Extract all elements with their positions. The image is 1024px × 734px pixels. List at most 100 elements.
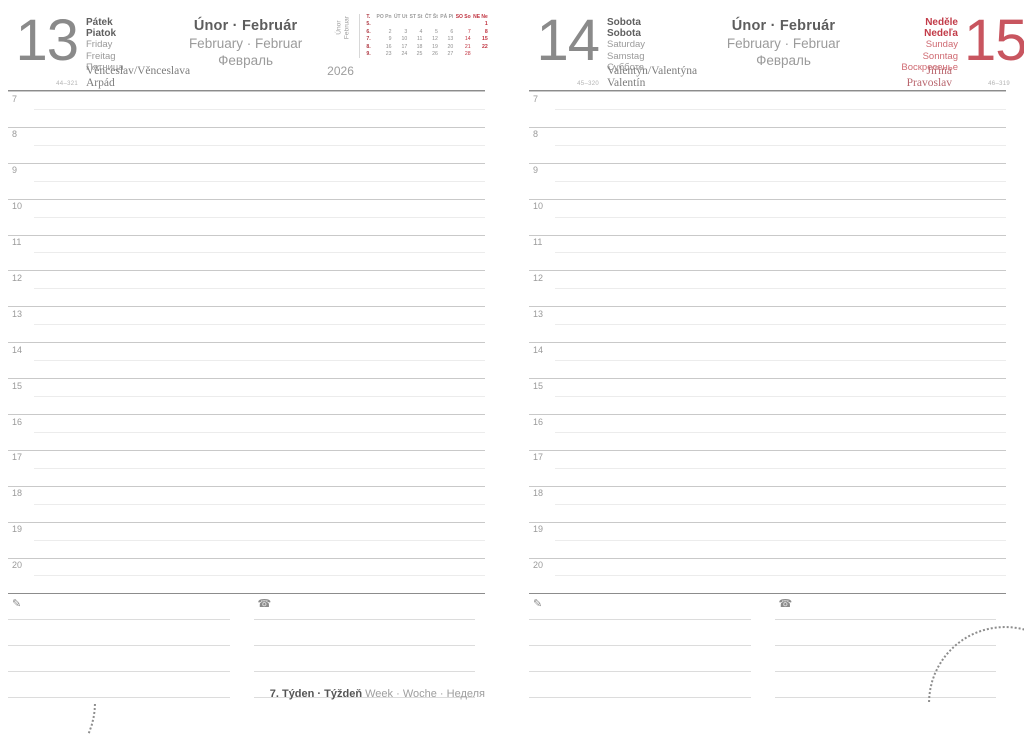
- mini-calendar-header-row: T. PO Pn ÚT Ut ST St ČT Št PÁ Pi SO So NE Ne: [365, 14, 489, 21]
- notes-cell-left[interactable]: [529, 620, 761, 647]
- hour-row[interactable]: 13: [529, 306, 1006, 342]
- hour-row[interactable]: 17: [529, 449, 1006, 486]
- hour-row[interactable]: 11: [529, 234, 1006, 271]
- notes-cell-left[interactable]: [529, 672, 761, 699]
- notes-cell-left[interactable]: ✎: [8, 594, 240, 621]
- hour-label: 9: [12, 165, 18, 176]
- notes-row[interactable]: ✎ ☎: [8, 594, 486, 621]
- hour-line: [8, 414, 485, 416]
- day-number-15: 15: [964, 8, 1024, 73]
- half-hour-line: [34, 575, 485, 577]
- hour-row[interactable]: 17: [8, 449, 485, 486]
- hour-row[interactable]: 9: [8, 162, 485, 199]
- week-label-cs: Týden: [281, 688, 315, 700]
- hour-line: [529, 414, 1006, 416]
- notes-cell-right[interactable]: ☎: [774, 594, 1007, 621]
- hour-line: [529, 234, 1006, 236]
- hour-row[interactable]: 12: [8, 270, 485, 306]
- hour-row[interactable]: 9: [529, 162, 1006, 199]
- notes-cell-left[interactable]: [8, 672, 240, 699]
- notes-cell-right[interactable]: [774, 620, 1007, 647]
- notes-row[interactable]: [529, 620, 1007, 647]
- hour-line: [8, 198, 485, 200]
- notes-block-weekend: ✎ ☎: [529, 593, 1007, 699]
- notes-row[interactable]: [8, 646, 486, 673]
- mini-calendar-day: 20: [447, 43, 454, 50]
- notes-line: [8, 697, 230, 699]
- hour-label: 17: [533, 452, 544, 463]
- nameday-line-2: Valentín: [607, 77, 646, 90]
- notes-row[interactable]: [529, 646, 1007, 673]
- mini-calendar-day: 27: [447, 51, 454, 58]
- dayname-en: Friday: [86, 39, 113, 51]
- hour-line: [8, 234, 485, 236]
- mini-calendar-day: 21: [464, 43, 471, 50]
- left-page: 13 Pátek Piatok Friday Freitag Пятница Ú…: [0, 0, 503, 734]
- hour-label: 7: [533, 93, 539, 104]
- hour-row[interactable]: 8: [529, 126, 1006, 163]
- hour-row[interactable]: 15: [529, 378, 1006, 414]
- dayname-ru: Пятница: [86, 61, 124, 73]
- notes-row[interactable]: [8, 620, 486, 647]
- notes-cell-right[interactable]: [253, 646, 486, 673]
- hour-row[interactable]: 16: [529, 414, 1006, 450]
- mini-calendar-week-number: 9.: [366, 51, 371, 58]
- hour-row[interactable]: 8: [8, 126, 485, 163]
- notes-cell-left[interactable]: ✎: [529, 594, 761, 621]
- hour-row[interactable]: 7: [529, 91, 1006, 127]
- hour-row[interactable]: 10: [8, 198, 485, 235]
- hour-row[interactable]: 16: [8, 414, 485, 450]
- notes-cell-right[interactable]: [253, 672, 486, 699]
- mini-calendar-weekday-1: PO Pn: [376, 14, 392, 20]
- hour-row[interactable]: 18: [529, 485, 1006, 522]
- hour-label: 18: [533, 488, 544, 499]
- notes-cell-right[interactable]: [253, 620, 486, 647]
- page-corner-perforation-left: [0, 594, 128, 734]
- hour-line: [529, 449, 1006, 451]
- notes-cell-left[interactable]: [529, 646, 761, 673]
- day-number-14: 14: [536, 8, 600, 73]
- hour-row[interactable]: 19: [529, 521, 1006, 558]
- mini-calendar-day: 23: [385, 51, 392, 58]
- notes-cell-left[interactable]: [8, 646, 240, 673]
- notes-row[interactable]: ✎ ☎: [529, 594, 1007, 621]
- hour-line: [529, 198, 1006, 200]
- hour-label: 11: [12, 237, 22, 248]
- hour-row[interactable]: 12: [529, 270, 1006, 306]
- mini-calendar-day: [439, 21, 454, 28]
- mini-calendar-weekday-4: ČT Št: [424, 14, 438, 20]
- mini-calendar-day: 2: [388, 28, 392, 35]
- notes-cell-right[interactable]: [774, 672, 1007, 699]
- hour-line: [8, 306, 485, 308]
- hour-label: 11: [533, 237, 543, 248]
- hour-row[interactable]: 14: [8, 342, 485, 378]
- hour-row[interactable]: 14: [529, 342, 1006, 378]
- half-hour-line: [34, 539, 485, 541]
- hour-row[interactable]: 7: [8, 91, 485, 127]
- notes-cell-left[interactable]: [8, 620, 240, 647]
- hour-label: 8: [12, 129, 18, 140]
- month-title: Únor · Február February · Februar Феврал…: [164, 14, 327, 69]
- hour-line: [8, 270, 485, 272]
- mini-calendar-grid: T. PO Pn ÚT Ut ST St ČT Št PÁ Pi SO So NE Ne 5.…: [359, 14, 489, 59]
- hour-row[interactable]: 19: [8, 521, 485, 558]
- notes-line: [529, 645, 751, 647]
- hour-row[interactable]: 10: [529, 198, 1006, 235]
- hour-row[interactable]: 20: [529, 557, 1006, 594]
- notes-row[interactable]: [8, 672, 486, 699]
- notes-row[interactable]: [529, 672, 1007, 699]
- notes-cell-right[interactable]: ☎: [253, 594, 486, 621]
- hour-row[interactable]: 15: [8, 378, 485, 414]
- hour-label: 13: [533, 308, 544, 319]
- hour-row[interactable]: 13: [8, 306, 485, 342]
- hour-row[interactable]: 20: [8, 557, 485, 594]
- mini-calendar-day: [393, 21, 409, 28]
- mini-calendar-day: [375, 21, 392, 28]
- notes-cell-right[interactable]: [774, 646, 1007, 673]
- half-hour-line: [555, 108, 1006, 110]
- hour-row[interactable]: 18: [8, 485, 485, 522]
- hour-row[interactable]: 11: [8, 234, 485, 271]
- half-hour-line: [555, 503, 1006, 505]
- hour-line: [529, 378, 1006, 380]
- mini-calendar-week-row: 6. 2 3 4 5 6 7 8: [365, 29, 489, 36]
